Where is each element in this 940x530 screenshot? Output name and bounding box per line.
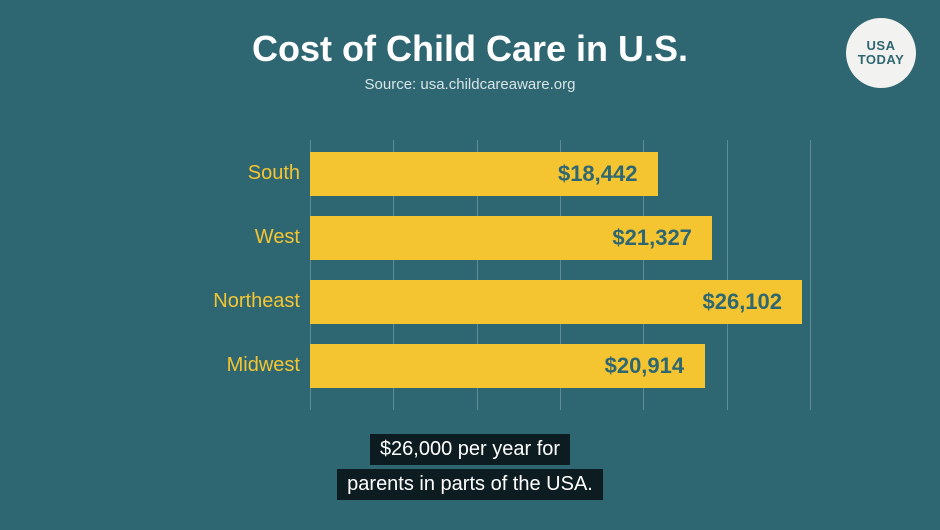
logo-text-line2: TODAY <box>858 53 905 67</box>
bar-label: West <box>100 226 300 249</box>
bar-label: South <box>100 162 300 185</box>
bar-value: $26,102 <box>702 289 782 315</box>
bar-value: $20,914 <box>605 353 685 379</box>
caption-line-1: $26,000 per year for <box>370 434 570 465</box>
chart-title: Cost of Child Care in U.S. <box>0 28 940 70</box>
gridline <box>727 140 728 410</box>
caption: $26,000 per year for parents in parts of… <box>0 434 940 500</box>
chart-source: Source: usa.childcareaware.org <box>0 76 940 93</box>
bar-value: $18,442 <box>558 161 638 187</box>
bar-label: Northeast <box>100 290 300 313</box>
bar-label: Midwest <box>100 354 300 377</box>
gridline <box>810 140 811 410</box>
caption-line-2: parents in parts of the USA. <box>337 469 603 500</box>
logo-text-line1: USA <box>867 39 896 53</box>
bar-value: $21,327 <box>612 225 692 251</box>
usa-today-logo: USA TODAY <box>846 18 916 88</box>
bar-chart: South$18,442West$21,327Northeast$26,102M… <box>180 140 810 410</box>
